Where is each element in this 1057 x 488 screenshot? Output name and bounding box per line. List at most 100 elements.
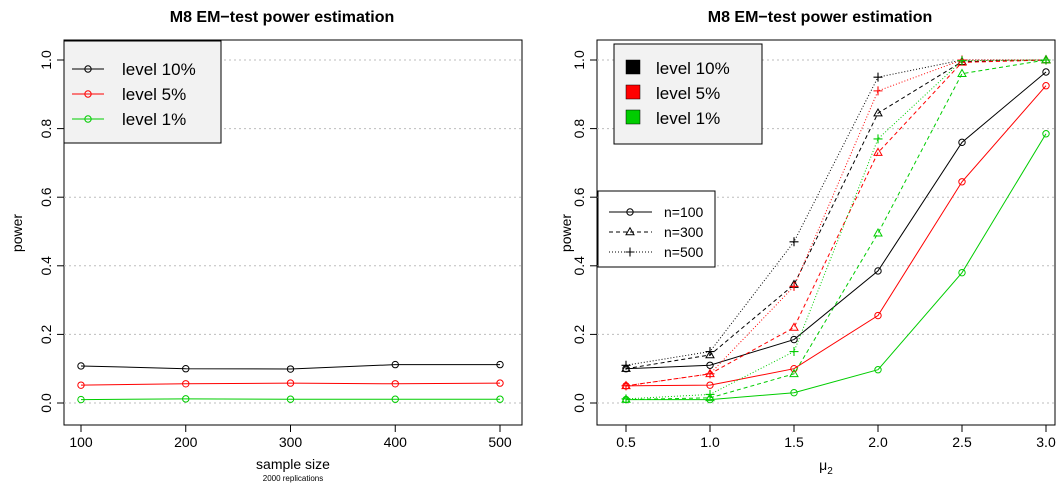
data-point: [77, 395, 85, 404]
y-tick-label: 0.8: [38, 119, 54, 139]
data-point: [874, 267, 882, 275]
legend-label: n=300: [664, 224, 704, 240]
plot-frame: [63, 39, 523, 426]
legend-levels: level 10% level 5% level 1%: [613, 43, 763, 145]
data-point: [789, 281, 799, 291]
x-axis-label-main: μ: [819, 457, 827, 473]
data-point: [286, 395, 295, 403]
legend-swatch: [625, 109, 641, 125]
data-point: [286, 365, 295, 373]
data-point: [705, 392, 715, 402]
series-layer: [621, 54, 1051, 404]
legend-label: level 1%: [122, 110, 186, 129]
data-point: [705, 349, 715, 359]
series: [621, 55, 1051, 404]
data-point: [391, 380, 399, 388]
data-point: [77, 362, 85, 370]
series: [77, 360, 504, 373]
series-line: [625, 59, 1047, 370]
legend-item: level 5%: [72, 85, 186, 104]
legend-label: level 5%: [122, 85, 186, 104]
data-point: [496, 379, 504, 387]
data-point: [789, 368, 799, 378]
x-tick-label: 0.5: [616, 434, 636, 450]
y-tick-label: 0.2: [38, 324, 54, 344]
legend-item: level 1%: [72, 110, 186, 129]
x-axis: 100 200 300 400 500: [69, 425, 512, 450]
data-point: [1042, 68, 1050, 76]
y-tick-label: 1.0: [38, 50, 54, 70]
data-point: [789, 237, 799, 247]
y-tick-label: 0.0: [571, 393, 587, 413]
left-chart: M8 EM−test power estimation 100 200 300 400…: [9, 9, 523, 483]
legend: level 10% level 5% level 1%: [63, 40, 222, 144]
data-point: [1042, 130, 1050, 138]
legend-label: level 1%: [656, 109, 720, 128]
data-point: [789, 347, 799, 357]
legend-item: level 10%: [625, 59, 730, 78]
data-point: [391, 395, 399, 403]
series-line: [625, 59, 1046, 387]
chart-title: M8 EM−test power estimation: [170, 9, 395, 26]
series-line: [625, 71, 1047, 370]
data-point: [874, 366, 882, 374]
legend-item: n=300: [609, 224, 704, 240]
series: [77, 379, 504, 389]
right-chart: M8 EM−test power estimation 0.5 1.0 1.5 2.0…: [558, 9, 1056, 477]
data-point: [957, 68, 967, 77]
data-point: [182, 380, 190, 388]
legend-label: level 10%: [656, 59, 730, 78]
data-point: [182, 395, 190, 403]
data-point: [873, 228, 883, 237]
data-point: [286, 379, 295, 387]
legend-marker: [84, 90, 92, 98]
legend-marker: [625, 226, 635, 236]
data-point: [790, 335, 798, 344]
series-line: [625, 59, 1047, 387]
legend-label: level 10%: [122, 60, 196, 79]
data-point: [705, 347, 715, 357]
legend-marker: [625, 247, 635, 257]
legend-label: level 5%: [656, 84, 720, 103]
data-point: [706, 381, 714, 389]
data-point: [391, 360, 399, 369]
legend-label: n=500: [664, 244, 704, 260]
y-axis: 0.0 0.2 0.4 0.6 0.8 1.0: [571, 50, 597, 413]
series-line: [80, 398, 500, 401]
data-point: [705, 369, 715, 379]
y-tick-label: 0.0: [38, 393, 54, 413]
data-point: [705, 389, 715, 399]
x-tick-label: 1.5: [784, 434, 804, 450]
y-tick-label: 1.0: [571, 50, 587, 70]
x-tick-label: 1.0: [700, 434, 720, 450]
legend-item: n=500: [609, 244, 704, 260]
legend-label: n=100: [664, 204, 704, 220]
x-tick-label: 2.0: [868, 434, 888, 450]
series: [622, 130, 1050, 404]
legend-swatch: [625, 84, 641, 100]
data-point: [77, 381, 85, 389]
data-point: [958, 268, 966, 277]
legend-item: level 5%: [625, 84, 720, 103]
y-tick-label: 0.4: [38, 256, 54, 276]
y-tick-label: 0.2: [571, 324, 587, 344]
data-point: [496, 395, 504, 403]
legend-item: level 10%: [72, 60, 196, 79]
data-point: [957, 56, 967, 66]
legend-sizes: n=100 n=300 n=500: [597, 190, 716, 268]
data-point: [496, 360, 504, 369]
data-point: [873, 147, 883, 156]
data-point: [958, 178, 966, 186]
series-layer: [77, 360, 504, 404]
x-axis-label: μ2: [819, 457, 833, 477]
x-tick-label: 300: [279, 434, 303, 450]
series-line: [80, 382, 501, 386]
y-tick-label: 0.8: [571, 119, 587, 139]
x-axis-label-subscript: 2: [827, 466, 833, 477]
legend-sizes-box: [597, 190, 716, 268]
data-point: [621, 381, 631, 391]
chart-title: M8 EM−test power estimation: [708, 9, 933, 26]
x-tick-label: 2.5: [952, 434, 972, 450]
legend-item: level 1%: [625, 109, 720, 128]
